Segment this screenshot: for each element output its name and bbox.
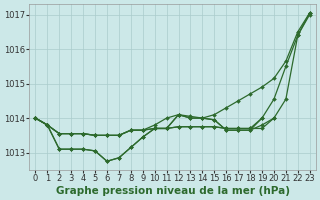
X-axis label: Graphe pression niveau de la mer (hPa): Graphe pression niveau de la mer (hPa)	[56, 186, 290, 196]
